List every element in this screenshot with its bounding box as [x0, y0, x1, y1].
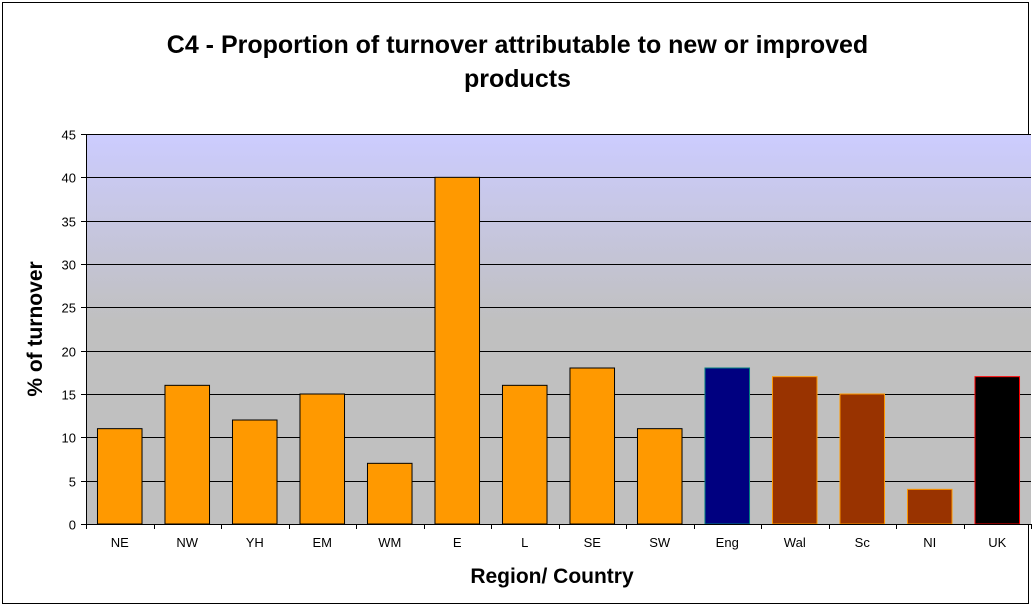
bar-wal	[771, 376, 818, 525]
bar-sc	[839, 393, 886, 525]
x-tick-label: SW	[649, 535, 671, 550]
plot-area	[86, 134, 1031, 524]
x-tick-label: Wal	[784, 535, 806, 550]
y-tick-label: 15	[62, 388, 76, 403]
bar-l	[501, 384, 548, 525]
bar-em	[299, 393, 346, 525]
x-tick-label: Eng	[716, 535, 739, 550]
bar-ne	[96, 428, 143, 525]
bar-ni	[906, 488, 953, 525]
y-tick-label: 25	[62, 301, 76, 316]
x-tick-label: E	[453, 535, 462, 550]
x-tick-label: NI	[923, 535, 936, 550]
y-tick-label: 5	[69, 475, 76, 490]
x-tick-label: SE	[584, 535, 602, 550]
x-tick-label: Sc	[855, 535, 871, 550]
chart-title: C4 - Proportion of turnover attributable…	[166, 31, 869, 93]
x-tick-label: WM	[378, 535, 401, 550]
axes: 0 5 10 15 20 25 30 35 40 45 NE NW YH EM WM E L SE SW Eng Wal…	[62, 128, 1032, 550]
x-tick-label: NE	[111, 535, 129, 550]
y-tick-label: 10	[62, 431, 76, 446]
bar-se	[569, 367, 616, 525]
y-tick-label: 35	[62, 215, 76, 230]
x-tick-label: NW	[176, 535, 198, 550]
bar-nw	[164, 384, 211, 525]
x-axis-title: Region/ Country	[470, 565, 634, 588]
y-tick-label: 45	[62, 128, 76, 143]
y-tick-label: 30	[62, 258, 76, 273]
bar-eng	[704, 367, 751, 525]
y-tick-label: 40	[62, 171, 76, 186]
bars	[96, 176, 1021, 525]
x-tick-label: L	[521, 535, 528, 550]
bar-yh	[231, 419, 278, 525]
bar-sw	[636, 428, 683, 525]
bar-e	[434, 176, 481, 525]
y-tick-label: 0	[69, 518, 76, 533]
x-tick-label: EM	[313, 535, 333, 550]
x-tick-label: UK	[988, 535, 1006, 550]
y-tick-label: 20	[62, 345, 76, 360]
bar-wm	[366, 462, 413, 525]
bar-uk	[974, 376, 1021, 525]
x-tick-label: YH	[246, 535, 264, 550]
y-axis-title: % of turnover	[24, 261, 47, 396]
